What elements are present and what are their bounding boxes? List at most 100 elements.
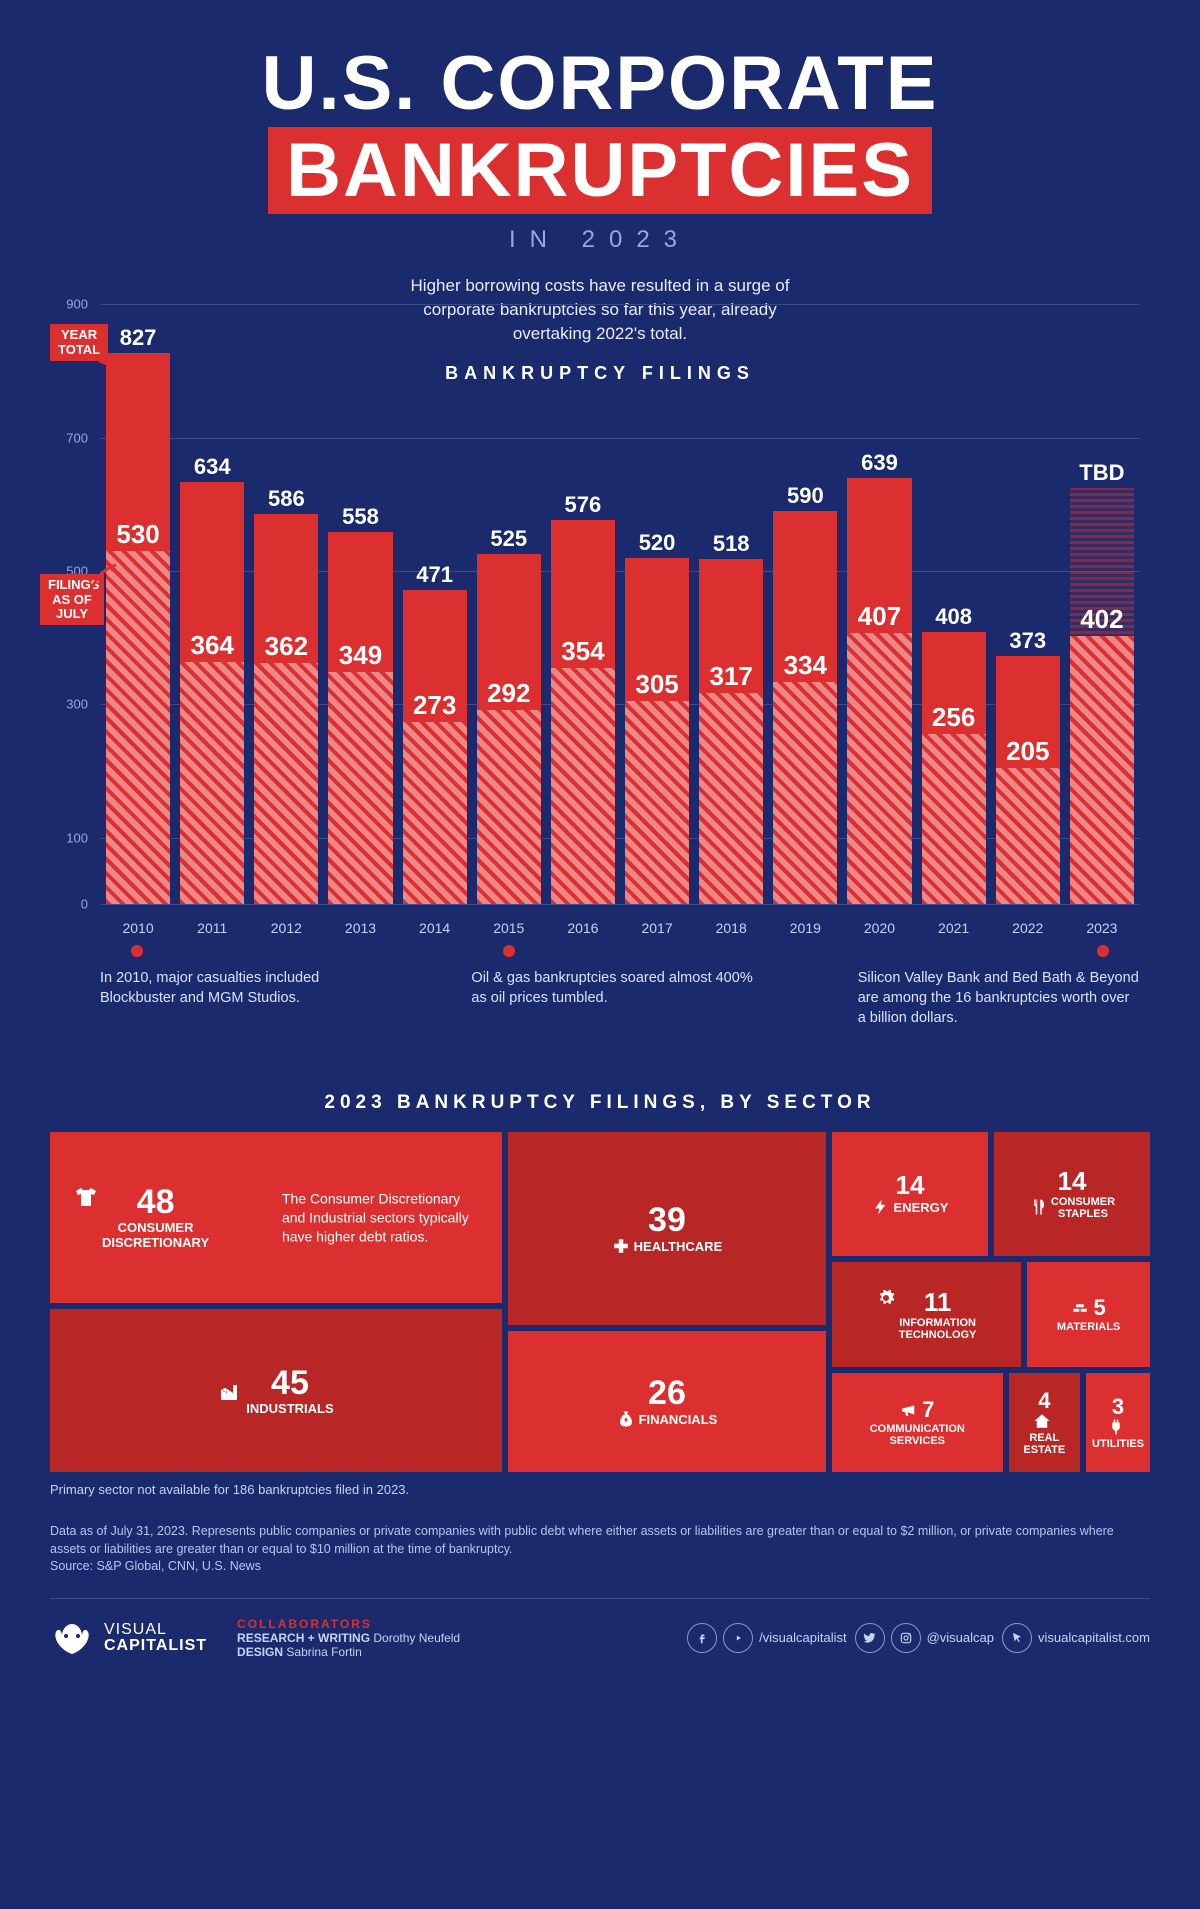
- title-part2: BANKRUPTCIES: [268, 127, 932, 214]
- bar-2011: 634 364: [178, 304, 246, 904]
- gear-icon: [877, 1289, 895, 1307]
- y-tick: 300: [66, 697, 88, 712]
- bar-july-label: 317: [699, 661, 763, 692]
- sector-industrials: 45 INDUSTRIALS: [50, 1309, 502, 1472]
- x-label: 2014: [401, 920, 469, 936]
- plug-icon: [1107, 1418, 1125, 1436]
- x-label: 2023: [1068, 920, 1136, 936]
- treemap: 48 CONSUMER DISCRETIONARY The Consumer D…: [50, 1132, 1150, 1472]
- cross-icon: [612, 1237, 630, 1255]
- bar-july-label: 354: [551, 636, 615, 667]
- social-website[interactable]: visualcapitalist.com: [1002, 1623, 1150, 1653]
- x-label: 2019: [771, 920, 839, 936]
- bar-total-label: 525: [477, 526, 541, 552]
- bar-2021: 408256: [920, 304, 988, 904]
- instagram-icon: [891, 1623, 921, 1653]
- bar-july-label: 205: [996, 736, 1060, 767]
- annotation-text: Silicon Valley Bank and Bed Bath & Beyon…: [858, 969, 1140, 1028]
- title-block: U.S. CORPORATE BANKRUPTCIES IN 2023: [50, 40, 1150, 254]
- x-label: 2011: [178, 920, 246, 936]
- annotation: In 2010, major casualties included Block…: [100, 949, 382, 1008]
- sector-consumer-staples: 14 CONSUMER STAPLES: [994, 1132, 1150, 1256]
- bar-july-label: 305: [625, 669, 689, 700]
- bar-july-label: 334: [773, 650, 837, 681]
- moneybag-icon: [617, 1410, 635, 1428]
- sector-information-technology: 11 INFORMATION TECHNOLOGY: [832, 1262, 1021, 1367]
- bar-total-label: 520: [625, 530, 689, 556]
- bar-chart: 0100300500700900 82753063436458636255834…: [50, 304, 1150, 1064]
- social-facebook-youtube[interactable]: /visualcapitalist: [687, 1623, 846, 1653]
- annotation-dot-icon: [1097, 945, 1109, 957]
- bar-2017: 520 305: [623, 304, 691, 904]
- bar-total-label: 634: [180, 454, 244, 480]
- x-label: 2017: [623, 920, 691, 936]
- shirt-icon: [74, 1185, 98, 1209]
- annotation-dot-icon: [131, 945, 143, 957]
- footer: VISUAL CAPITALIST COLLABORATORS RESEARCH…: [50, 1598, 1150, 1659]
- bar-total-label: 471: [403, 562, 467, 588]
- bar-total-label: 639: [847, 450, 911, 476]
- bar-july-label: 292: [477, 678, 541, 709]
- house-icon: [1033, 1412, 1051, 1430]
- bar-2020: 639 407: [845, 304, 913, 904]
- collaborators: COLLABORATORS RESEARCH + WRITING Dorothy…: [237, 1617, 460, 1659]
- bar-2023: TBD 402: [1068, 304, 1136, 904]
- bar-2013: 558349: [326, 304, 394, 904]
- bar-total-label: TBD: [1070, 460, 1134, 486]
- bar-2016: 576 354: [549, 304, 617, 904]
- bar-2012: 586362: [252, 304, 320, 904]
- bar-total-label: 576: [551, 492, 615, 518]
- bar-july-label: 402: [1070, 604, 1134, 635]
- bar-total-label: 590: [773, 483, 837, 509]
- subtitle: IN 2023: [50, 226, 1150, 254]
- x-label: 2021: [920, 920, 988, 936]
- x-label: 2012: [252, 920, 320, 936]
- sector-consumer-discretionary: 48 CONSUMER DISCRETIONARY The Consumer D…: [50, 1132, 502, 1303]
- utensils-icon: [1029, 1198, 1047, 1216]
- treemap-footnote: Primary sector not available for 186 ban…: [50, 1482, 1150, 1497]
- bar-july-label: 364: [180, 630, 244, 661]
- y-tick: 100: [66, 830, 88, 845]
- x-label: 2010: [104, 920, 172, 936]
- annotation-dot-icon: [503, 945, 515, 957]
- megaphone-icon: [900, 1401, 918, 1419]
- y-tick: 0: [81, 897, 88, 912]
- grid-line: [100, 904, 1140, 905]
- y-tick: 700: [66, 430, 88, 445]
- x-label: 2022: [994, 920, 1062, 936]
- sector-energy: 14 ENERGY: [832, 1132, 988, 1256]
- sector-healthcare: 39 HEALTHCARE: [508, 1132, 826, 1325]
- sector-real-estate: 4 REAL ESTATE: [1009, 1373, 1080, 1472]
- bolt-icon: [872, 1198, 890, 1216]
- bar-july-label: 530: [106, 519, 170, 550]
- x-label: 2015: [475, 920, 543, 936]
- sector-communication-services: 7 COMMUNICATION SERVICES: [832, 1373, 1003, 1472]
- x-label: 2013: [326, 920, 394, 936]
- brand-logo-icon: [50, 1620, 94, 1656]
- facebook-icon: [687, 1623, 717, 1653]
- bar-2022: 373 205: [994, 304, 1062, 904]
- treemap-title: 2023 BANKRUPTCY FILINGS, BY SECTOR: [50, 1092, 1150, 1114]
- bar-2014: 471 273: [401, 304, 469, 904]
- youtube-icon: [723, 1623, 753, 1653]
- annotation-text: Oil & gas bankruptcies soared almost 400…: [471, 969, 753, 1008]
- factory-icon: [218, 1379, 242, 1403]
- disclaimer: Data as of July 31, 2023. Represents pub…: [50, 1523, 1150, 1576]
- annotation: Oil & gas bankruptcies soared almost 400…: [471, 949, 753, 1008]
- treemap-note: The Consumer Discretionary and Industria…: [282, 1189, 482, 1246]
- bar-total-label: 373: [996, 628, 1060, 654]
- bar-july-label: 407: [847, 601, 911, 632]
- x-label: 2016: [549, 920, 617, 936]
- social-twitter-instagram[interactable]: @visualcap: [855, 1623, 994, 1653]
- bricks-icon: [1071, 1299, 1089, 1317]
- arrow-icon: [94, 356, 134, 396]
- bar-2015: 525 292: [475, 304, 543, 904]
- bar-total-label: 558: [328, 504, 392, 530]
- title-part1: U.S. CORPORATE: [262, 41, 939, 126]
- x-label: 2018: [697, 920, 765, 936]
- sector-financials: 26 FINANCIALS: [508, 1331, 826, 1472]
- annotation-text: In 2010, major casualties included Block…: [100, 969, 382, 1008]
- bar-july-label: 273: [403, 690, 467, 721]
- cursor-icon: [1002, 1623, 1032, 1653]
- x-label: 2020: [845, 920, 913, 936]
